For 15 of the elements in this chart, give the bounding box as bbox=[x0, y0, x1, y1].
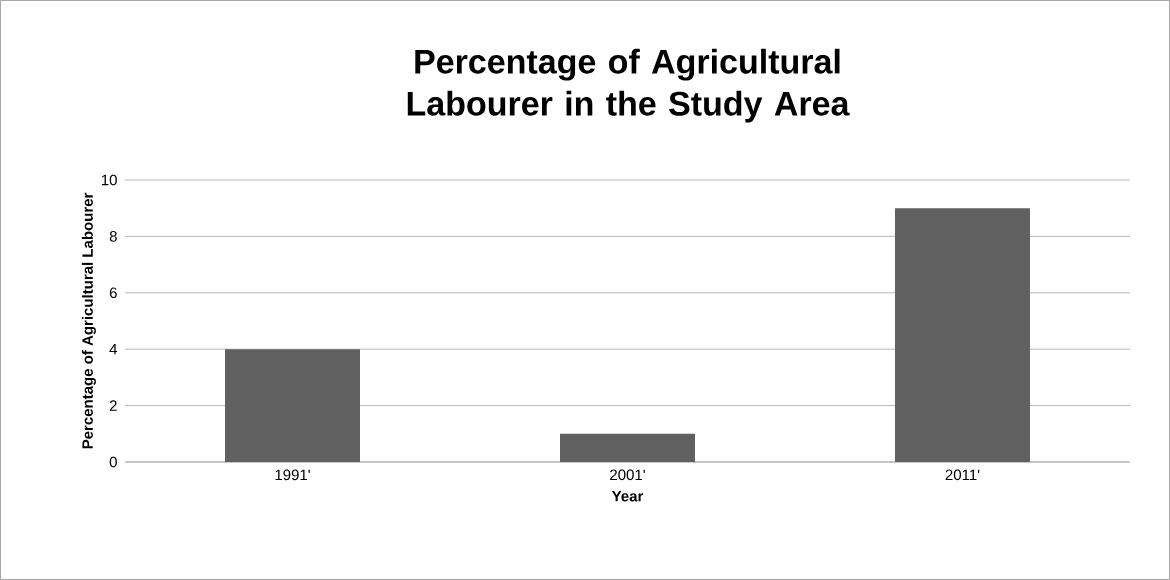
y-tick-label: 8 bbox=[109, 231, 117, 242]
y-tick-label: 4 bbox=[109, 344, 118, 355]
bar bbox=[559, 433, 695, 462]
bar bbox=[225, 349, 361, 462]
y-tick-label: 0 bbox=[109, 456, 117, 468]
y-tick-label: 2 bbox=[109, 400, 117, 411]
x-tick-label: 2001' bbox=[610, 469, 645, 481]
y-axis-title: Percentage of Agricultural Labourer bbox=[81, 192, 96, 449]
chart-title: Percentage of Agricultural Labourer in the Study Area bbox=[407, 48, 850, 123]
y-tick-label: 10 bbox=[101, 174, 117, 186]
y-tick-label: 6 bbox=[109, 287, 117, 299]
x-tick-label: 2011' bbox=[945, 469, 980, 481]
bar bbox=[894, 208, 1030, 462]
x-axis-title: Year bbox=[611, 491, 644, 502]
x-tick-label: 1991' bbox=[275, 469, 310, 481]
